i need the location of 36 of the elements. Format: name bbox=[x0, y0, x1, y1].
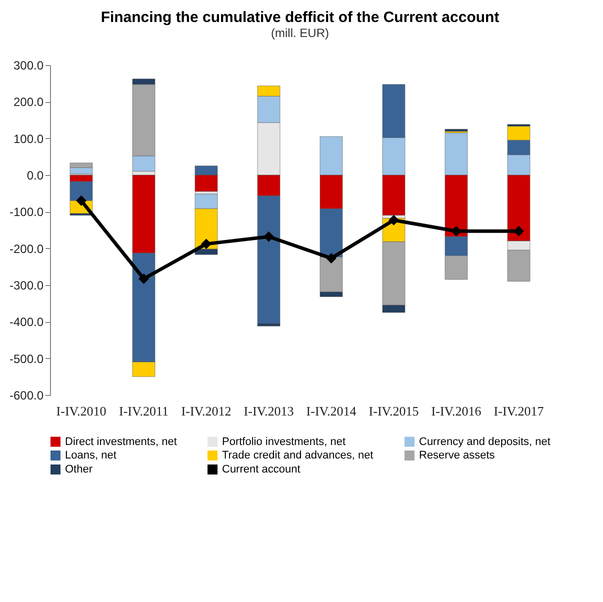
y-tick-label: 300.0 bbox=[13, 58, 44, 72]
point bbox=[514, 226, 524, 236]
x-tick-label: I-IV.2014 bbox=[306, 404, 357, 418]
y-tick-label: 100.0 bbox=[13, 132, 44, 146]
legend-label: Direct investments, net bbox=[65, 436, 177, 448]
point bbox=[138, 274, 149, 284]
legend-label: Portfolio investments, net bbox=[222, 436, 346, 448]
legend-label: Loans, net bbox=[65, 450, 116, 462]
y-tick-label: -600.0 bbox=[9, 388, 44, 402]
x-tick-label: I-IV.2016 bbox=[431, 404, 482, 418]
x-tick-label: I-IV.2012 bbox=[181, 404, 232, 418]
y-tick-label: -300.0 bbox=[9, 278, 44, 292]
legend-label: Reserve assets bbox=[419, 450, 496, 462]
chart-title: Financing the cumulative defficit of the Current account bbox=[100, 9, 500, 26]
y-tick-label: -100.0 bbox=[9, 205, 44, 220]
point bbox=[451, 226, 462, 236]
x-tick-label: I-IV.2015 bbox=[368, 404, 419, 418]
legend-label: Trade credit and advances, net bbox=[222, 450, 374, 462]
x-tick-label: I-IV.2011 bbox=[119, 404, 168, 418]
x-tick-label: I-IV.2013 bbox=[244, 404, 294, 418]
y-tick-label: -400.0 bbox=[9, 315, 44, 330]
x-tick-label: I-IV.2010 bbox=[56, 404, 106, 418]
point bbox=[201, 238, 212, 250]
point bbox=[388, 214, 399, 226]
point bbox=[326, 252, 336, 264]
y-tick-label: -200.0 bbox=[9, 242, 44, 256]
y-tick-label: 0.0 bbox=[26, 168, 44, 182]
legend-label: Other bbox=[65, 464, 93, 476]
legend-label: Current account bbox=[222, 464, 300, 476]
y-tick-label: -500.0 bbox=[9, 352, 44, 366]
legend-label: Currency and deposits, net bbox=[419, 436, 550, 448]
point bbox=[264, 231, 274, 242]
point bbox=[76, 195, 86, 206]
y-tick-label: 200.0 bbox=[13, 95, 44, 110]
chart-subtitle: (mill. EUR) bbox=[271, 26, 329, 40]
x-tick-label: I-IV.2017 bbox=[494, 404, 544, 418]
